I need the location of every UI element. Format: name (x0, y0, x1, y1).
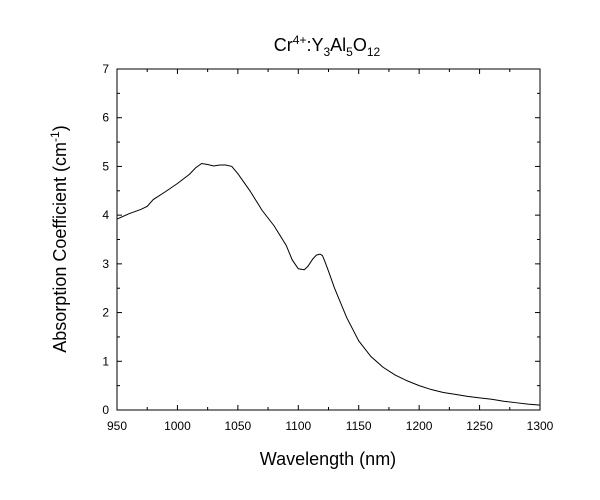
y-tick-label: 2 (102, 306, 109, 320)
x-tick-label: 1100 (285, 419, 311, 433)
x-tick-label: 1250 (466, 419, 493, 433)
y-tick-label: 6 (102, 111, 109, 125)
x-axis: 950 1000 1050 1100 1150 1200 1250 1300 (107, 69, 554, 433)
x-tick-label: 950 (107, 419, 127, 433)
y-tick-label: 3 (102, 257, 109, 271)
x-tick-label: 1050 (225, 419, 252, 433)
y-tick-label: 4 (102, 208, 109, 222)
y-tick-label: 0 (102, 403, 109, 417)
x-tick-label: 1150 (346, 419, 372, 433)
x-tick-label: 1300 (527, 419, 554, 433)
y-tick-label: 7 (102, 62, 109, 76)
y-axis-title: Absorption Coefficient (cm-1) (48, 125, 70, 352)
y-tick-label: 5 (102, 159, 109, 173)
series-line-absorption (116, 162, 541, 406)
chart-title: Cr4+:Y3Al5O12 (274, 33, 381, 59)
y-axis: 0 1 2 3 4 5 6 7 (102, 62, 540, 417)
x-axis-title: Wavelength (nm) (260, 449, 396, 469)
x-tick-label: 1200 (406, 419, 433, 433)
y-tick-label: 1 (102, 354, 109, 368)
plot-frame (116, 68, 541, 411)
x-tick-label: 1000 (164, 419, 191, 433)
